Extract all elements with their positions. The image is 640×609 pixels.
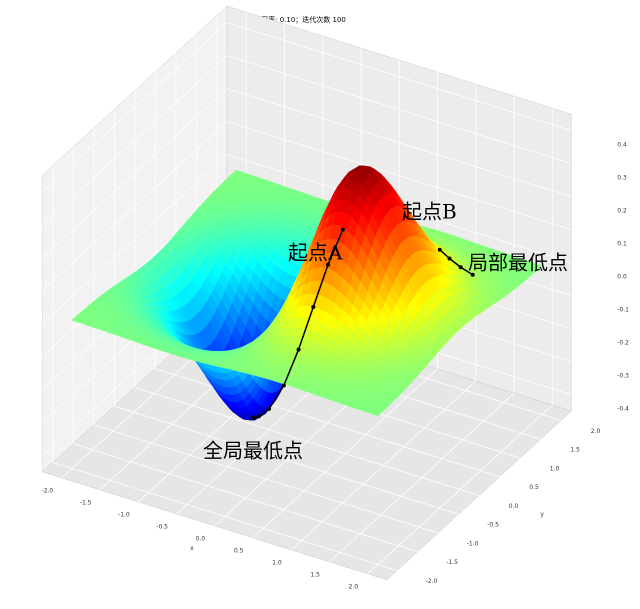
y-tick-label: 1.0 [550, 465, 560, 472]
z-tick-label: 0.2 [617, 208, 627, 215]
z-tick-label: 0.0 [617, 274, 627, 281]
z-tick-label: -0.3 [617, 373, 629, 380]
x-tick-label: 0.0 [196, 536, 206, 543]
y-tick-label: -2.0 [426, 578, 438, 585]
annotation: 全局最低点 [203, 439, 303, 463]
descent-point [340, 227, 345, 232]
grid-line [42, 55, 228, 225]
grid-line [42, 22, 228, 192]
x-tick-label: -1.0 [118, 512, 130, 519]
annotation: 起点B [402, 200, 457, 224]
x-tick-label: -1.5 [80, 500, 92, 507]
descent-point [251, 415, 256, 420]
annotation: 起点A [288, 241, 343, 265]
y-tick-label: 2.0 [591, 428, 601, 435]
surface-face [370, 409, 383, 417]
y-tick-label: 0.0 [509, 503, 519, 510]
descent-point [296, 347, 301, 352]
x-tick-label: -2.0 [42, 488, 54, 495]
grid-line [42, 154, 228, 324]
grid-line [155, 368, 500, 478]
y-axis-label: y [540, 511, 544, 518]
grid-line [227, 55, 572, 165]
x-tick-label: 0.5 [234, 548, 244, 555]
descent-point [437, 247, 442, 252]
descent-point [326, 262, 331, 267]
y-tick-label: -1.5 [446, 559, 458, 566]
descent-point [311, 304, 316, 309]
grid-line [52, 462, 398, 571]
descent-point [256, 414, 261, 419]
descent-point [281, 383, 286, 388]
x-tick-label: 1.5 [310, 572, 320, 579]
descent-point [267, 406, 272, 411]
z-tick-label: 0.4 [617, 142, 627, 149]
descent-point [470, 272, 475, 277]
descent-path [253, 229, 344, 419]
descent-point [458, 265, 463, 270]
grid-line [114, 405, 459, 515]
descent-point [447, 256, 452, 261]
z-tick-label: -0.2 [617, 340, 629, 347]
chart-title: 学习率: 0.10；迭代次数 100 [254, 15, 346, 24]
z-tick-label: 0.1 [617, 241, 627, 248]
grid-line [73, 443, 418, 553]
z-tick-label: -0.1 [617, 307, 629, 314]
grid-line [227, 22, 572, 132]
grid-line [134, 387, 480, 496]
grid-line [42, 121, 228, 291]
x-tick-label: -0.5 [156, 524, 168, 531]
annotation: 局部最低点 [468, 251, 568, 275]
grid-line [42, 88, 228, 258]
y-tick-label: 1.5 [570, 447, 580, 454]
grid-line [93, 424, 439, 534]
x-tick-label: 2.0 [349, 584, 359, 591]
z-tick-label: 0.3 [617, 175, 627, 182]
x-axis-label: x [190, 545, 194, 552]
y-tick-label: -0.5 [487, 522, 499, 529]
grid-line [227, 88, 572, 198]
y-tick-label: 0.5 [529, 484, 539, 491]
y-tick-label: -1.0 [467, 540, 479, 547]
descent-path [439, 249, 474, 276]
x-tick-label: 1.0 [272, 560, 282, 567]
z-tick-label: -0.4 [617, 406, 629, 413]
grid-line [227, 121, 572, 231]
